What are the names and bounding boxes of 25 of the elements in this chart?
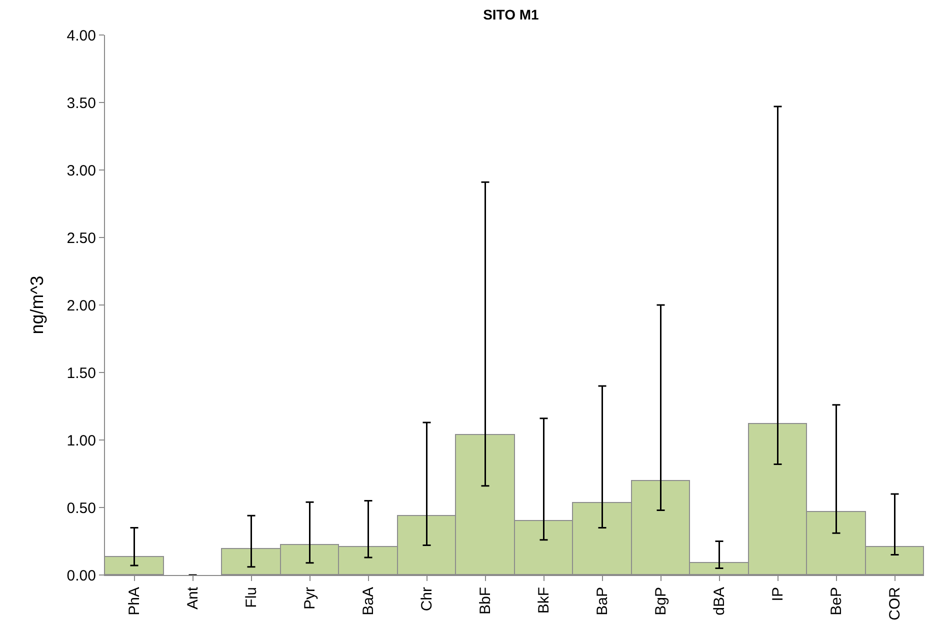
x-tick-label: dBA bbox=[711, 587, 728, 616]
x-tick-label: BkF bbox=[536, 587, 553, 614]
x-tick-label: BgP bbox=[652, 587, 670, 616]
x-tick-label: Flu bbox=[243, 587, 260, 608]
x-tick-label: PhA bbox=[126, 587, 144, 616]
y-axis-title: ng/m^3 bbox=[26, 276, 47, 334]
y-tick-label: 0.50 bbox=[66, 500, 96, 517]
y-tick-label: 2.00 bbox=[66, 297, 96, 314]
x-tick-label: BaP bbox=[594, 587, 612, 616]
y-tick-label: 3.50 bbox=[66, 94, 96, 112]
x-tick-label: BbF bbox=[477, 587, 494, 615]
x-tick-label: Pyr bbox=[302, 586, 319, 610]
chart-title: SITO M1 bbox=[483, 6, 540, 22]
y-tick-label: 4.00 bbox=[66, 27, 96, 44]
x-tick-label: Chr bbox=[418, 586, 436, 612]
x-tick-label: BaA bbox=[360, 587, 378, 616]
y-tick-label: 1.50 bbox=[66, 364, 96, 382]
x-tick-label: COR bbox=[886, 586, 904, 620]
x-tick-label: IP bbox=[770, 587, 787, 602]
y-tick-label: 3.00 bbox=[66, 162, 96, 180]
y-tick-label: 1.00 bbox=[66, 432, 96, 450]
x-tick-label: BeP bbox=[828, 587, 846, 616]
x-tick-label: Ant bbox=[184, 586, 202, 610]
y-tick-label: 0.00 bbox=[66, 567, 96, 584]
y-tick-label: 2.50 bbox=[66, 230, 96, 247]
